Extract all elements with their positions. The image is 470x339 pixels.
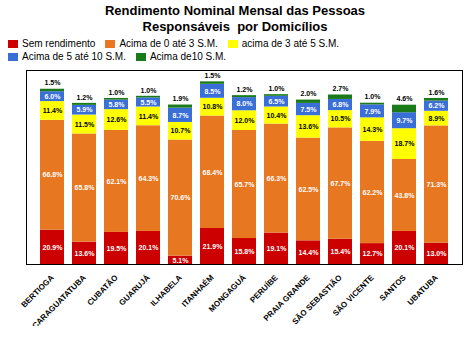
- svg-text:6.2%: 6.2%: [429, 103, 446, 110]
- svg-text:7.9%: 7.9%: [365, 108, 382, 115]
- svg-text:1.0%: 1.0%: [365, 94, 382, 101]
- svg-text:20.9%: 20.9%: [43, 244, 64, 251]
- svg-text:1.5%: 1.5%: [45, 80, 62, 87]
- svg-text:5.1%: 5.1%: [173, 257, 190, 264]
- svg-text:ITANHAÉM: ITANHAÉM: [179, 273, 216, 310]
- svg-text:68.4%: 68.4%: [203, 169, 224, 176]
- svg-text:19.5%: 19.5%: [107, 245, 128, 252]
- svg-text:18.7%: 18.7%: [395, 140, 416, 147]
- svg-text:2.0%: 2.0%: [301, 91, 318, 98]
- svg-text:66.3%: 66.3%: [267, 175, 288, 182]
- svg-text:10.4%: 10.4%: [267, 112, 288, 119]
- svg-text:19.1%: 19.1%: [267, 245, 288, 252]
- svg-text:6.5%: 6.5%: [269, 98, 286, 105]
- svg-text:10.7%: 10.7%: [171, 128, 192, 135]
- svg-text:11.4%: 11.4%: [139, 113, 159, 120]
- svg-text:2.7%: 2.7%: [333, 85, 350, 92]
- html-text:acima de 3 até 5 S.M.: acima de 3 até 5 S.M.: [241, 38, 339, 50]
- svg-text:5.9%: 5.9%: [77, 107, 94, 114]
- svg-text:1.0%: 1.0%: [141, 87, 158, 94]
- svg-text:8.9%: 8.9%: [429, 115, 446, 122]
- svg-text:CUBATÃO: CUBATÃO: [85, 273, 119, 307]
- svg-text:8.0%: 8.0%: [237, 101, 254, 108]
- svg-text:4.6%: 4.6%: [397, 96, 414, 103]
- svg-text:1.2%: 1.2%: [237, 86, 254, 93]
- svg-text:PERUÍBE: PERUÍBE: [248, 273, 280, 305]
- svg-text:71.3%: 71.3%: [427, 181, 448, 188]
- svg-text:70.6%: 70.6%: [171, 195, 192, 202]
- svg-text:20.1%: 20.1%: [139, 244, 160, 251]
- svg-text:ILHABELA: ILHABELA: [149, 273, 184, 308]
- svg-text:12.7%: 12.7%: [363, 250, 384, 257]
- svg-text:7.5%: 7.5%: [301, 106, 318, 113]
- svg-text:14.4%: 14.4%: [299, 249, 320, 256]
- svg-text:UBATUBA: UBATUBA: [406, 273, 440, 307]
- svg-text:21.9%: 21.9%: [203, 243, 224, 250]
- svg-text:SÃO VICENTE: SÃO VICENTE: [331, 273, 376, 318]
- svg-text:5.5%: 5.5%: [141, 99, 158, 106]
- svg-text:PRAIA GRANDE: PRAIA GRANDE: [261, 273, 312, 324]
- svg-text:13.0%: 13.0%: [427, 250, 448, 257]
- svg-text:6.8%: 6.8%: [333, 101, 350, 108]
- svg-text:62.1%: 62.1%: [107, 178, 128, 185]
- svg-text:8.5%: 8.5%: [205, 88, 222, 95]
- svg-text:20.1%: 20.1%: [395, 244, 416, 251]
- svg-text:6.0%: 6.0%: [45, 93, 62, 100]
- svg-text:12.6%: 12.6%: [107, 116, 128, 123]
- svg-text:62.2%: 62.2%: [363, 189, 384, 196]
- svg-text:43.8%: 43.8%: [395, 192, 416, 199]
- svg-text:1.0%: 1.0%: [269, 85, 286, 92]
- svg-text:BERTIOGA: BERTIOGA: [19, 273, 56, 310]
- svg-text:62.5%: 62.5%: [299, 186, 320, 193]
- svg-text:9.7%: 9.7%: [397, 117, 414, 124]
- svg-text:CARAGUATATUBA: CARAGUATATUBA: [30, 273, 87, 326]
- svg-text:1.2%: 1.2%: [77, 94, 94, 101]
- html-text:Rendimento Nominal Mensal das: Rendimento Nominal Mensal das Pessoas Re…: [105, 3, 365, 34]
- svg-text:66.8%: 66.8%: [43, 172, 64, 179]
- svg-text:14.3%: 14.3%: [363, 126, 384, 133]
- svg-text:SANTOS: SANTOS: [378, 273, 408, 303]
- svg-text:13.6%: 13.6%: [299, 123, 320, 130]
- html-text:Sem rendimento: Sem rendimento: [22, 38, 96, 50]
- svg-text:11.5%: 11.5%: [75, 121, 95, 128]
- svg-text:65.8%: 65.8%: [75, 184, 96, 191]
- svg-text:67.7%: 67.7%: [331, 180, 352, 187]
- html-text:Acima de10 S.M.: Acima de10 S.M.: [150, 51, 227, 63]
- html-text:Acima de 0 até 3 S.M.: Acima de 0 até 3 S.M.: [119, 38, 218, 50]
- svg-text:1.9%: 1.9%: [173, 95, 190, 102]
- svg-text:1.5%: 1.5%: [205, 72, 222, 79]
- html-text:Acima de 5 até 10 S.M.: Acima de 5 até 10 S.M.: [22, 51, 126, 63]
- svg-text:65.7%: 65.7%: [235, 181, 256, 188]
- svg-text:15.8%: 15.8%: [235, 248, 256, 255]
- svg-text:5.8%: 5.8%: [109, 101, 126, 108]
- svg-text:8.7%: 8.7%: [173, 112, 190, 119]
- svg-text:1.0%: 1.0%: [109, 89, 126, 96]
- svg-text:MONGAGUÁ: MONGAGUÁ: [207, 273, 248, 314]
- svg-text:15.4%: 15.4%: [331, 248, 352, 255]
- svg-text:11.4%: 11.4%: [43, 107, 63, 114]
- svg-text:SÃO SEBASTIÃO: SÃO SEBASTIÃO: [291, 273, 344, 326]
- svg-text:10.8%: 10.8%: [203, 104, 224, 111]
- svg-text:13.6%: 13.6%: [75, 250, 96, 257]
- svg-text:64.3%: 64.3%: [139, 175, 160, 182]
- svg-text:10.5%: 10.5%: [331, 116, 352, 123]
- svg-text:1.6%: 1.6%: [429, 89, 446, 96]
- svg-text:GUARUJÁ: GUARUJÁ: [117, 273, 151, 307]
- svg-text:12.0%: 12.0%: [235, 117, 256, 124]
